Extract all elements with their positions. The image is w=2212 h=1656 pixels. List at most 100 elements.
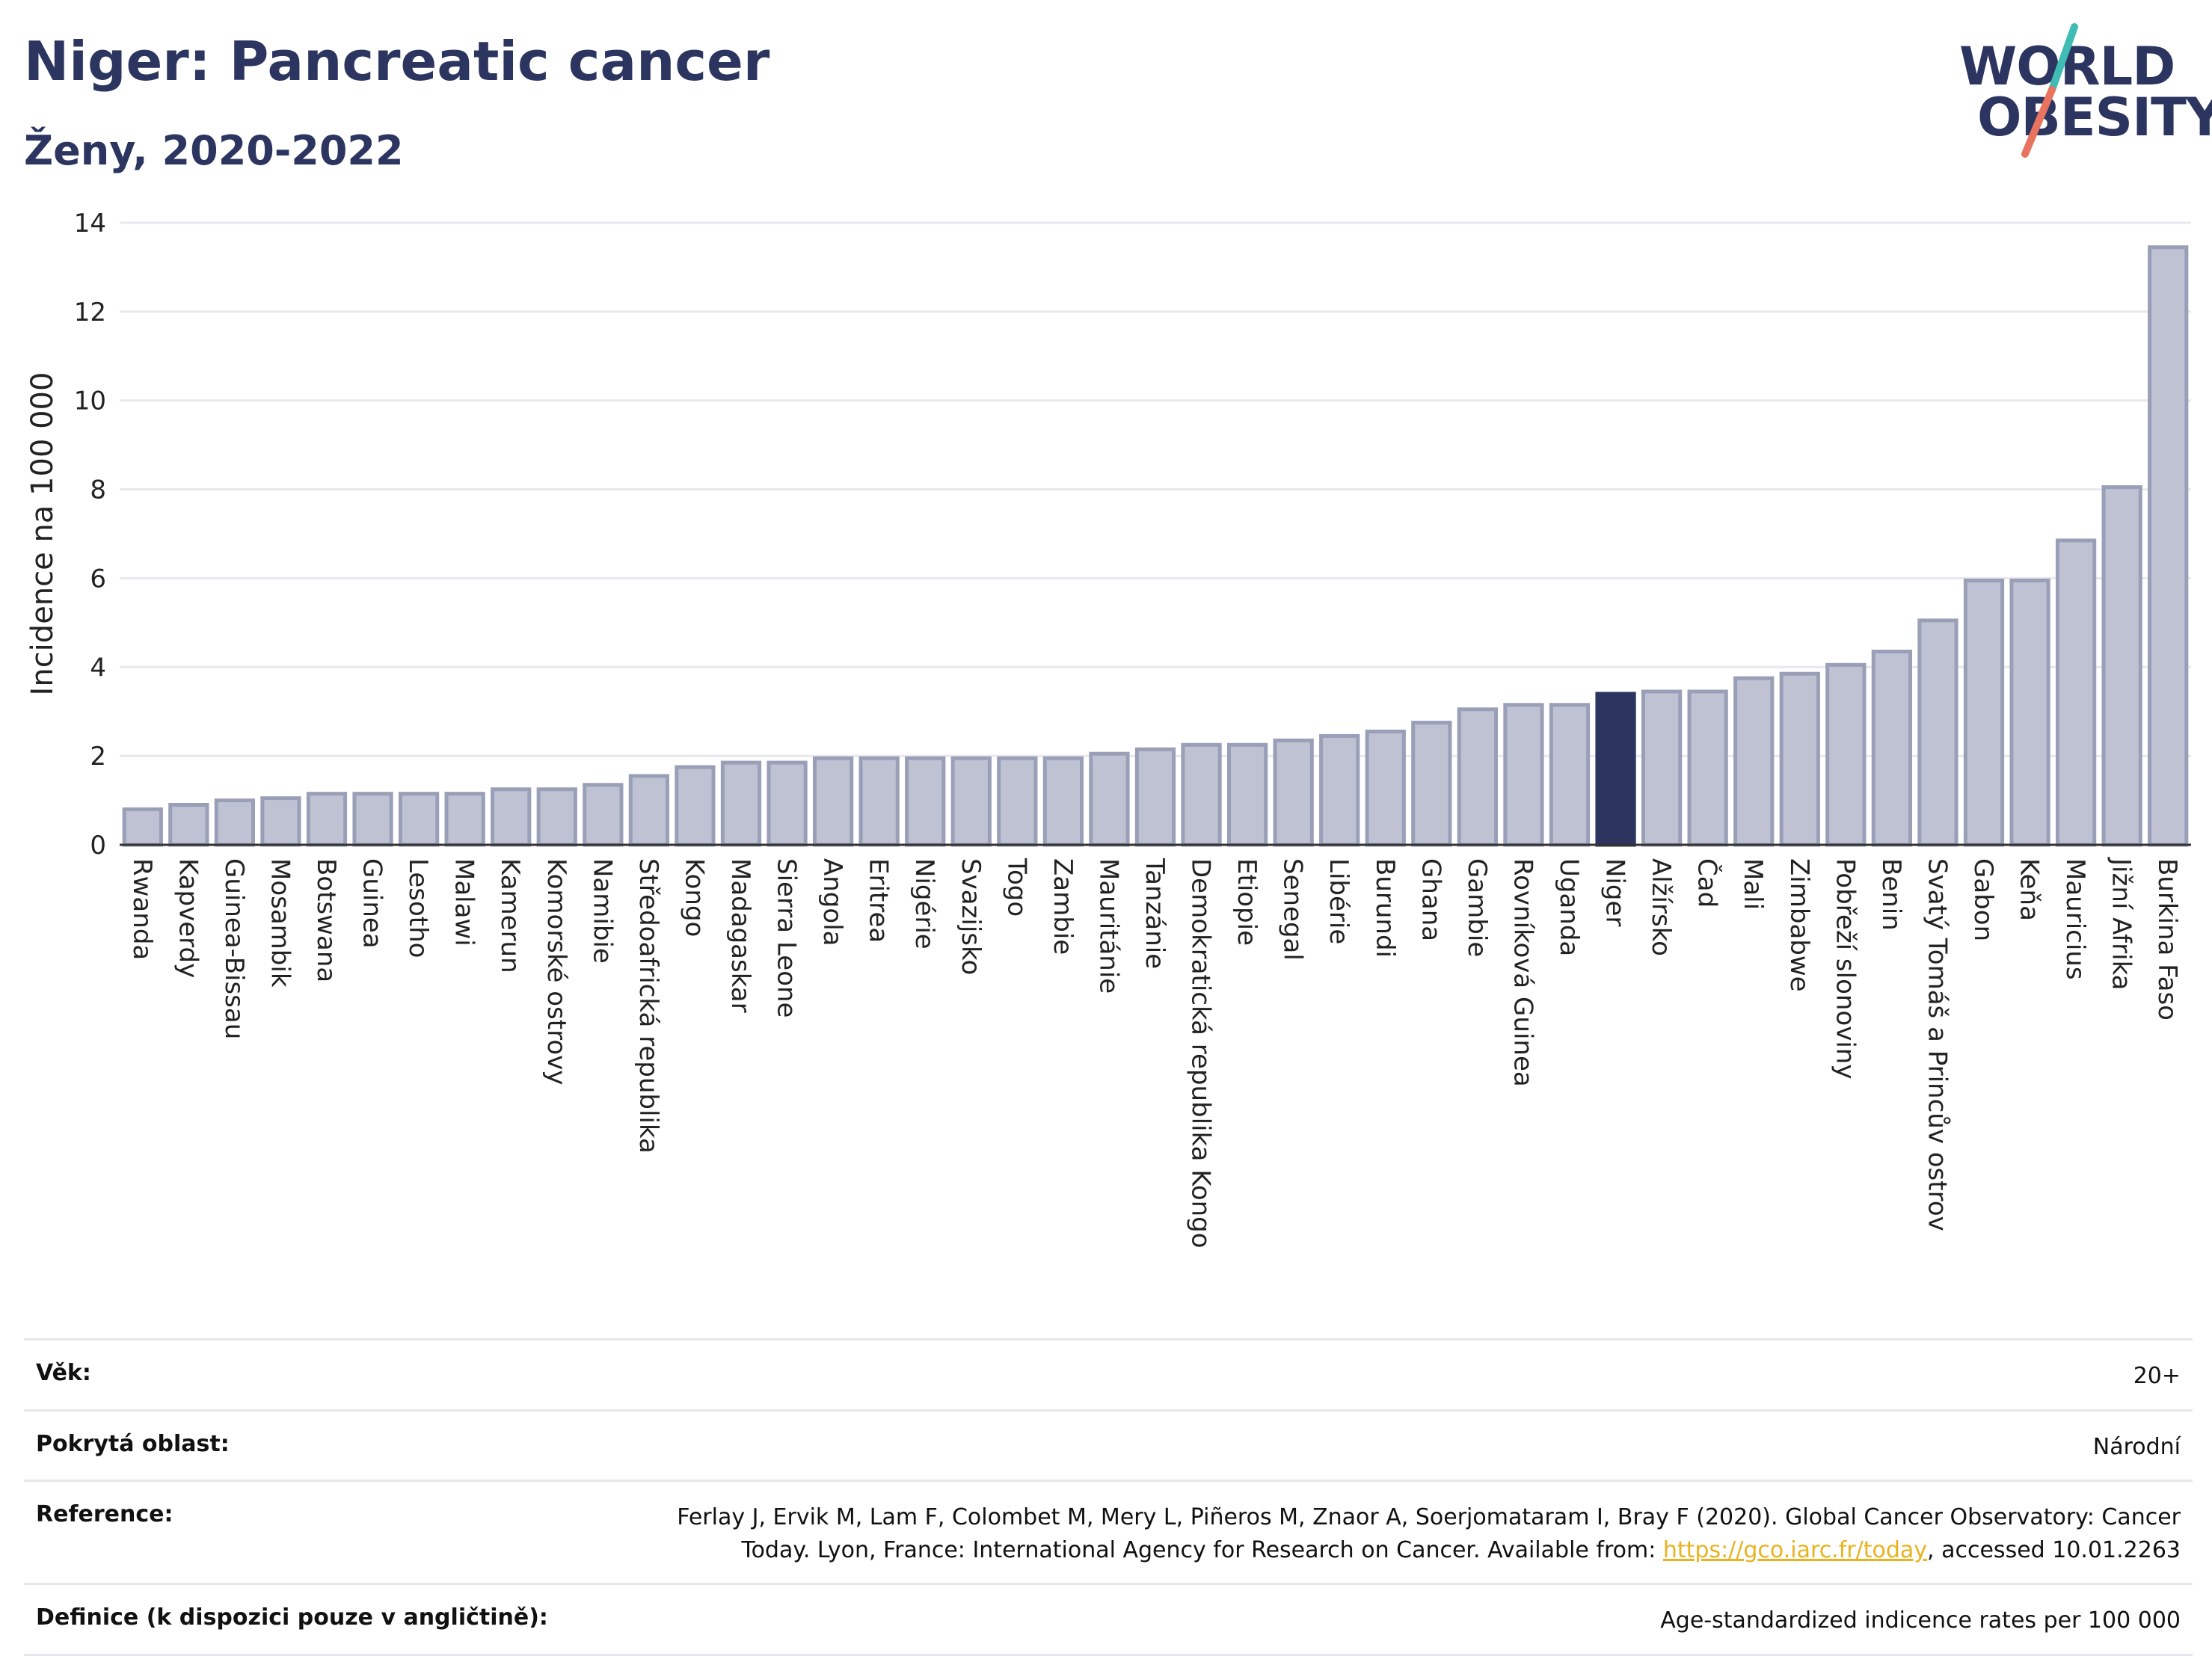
bar-gambie[interactable] (1457, 707, 1499, 847)
bar-mosambik[interactable] (260, 796, 301, 847)
bar-zimbabwe[interactable] (1779, 671, 1820, 847)
chart-subtitle: Ženy, 2020-2022 (24, 127, 404, 174)
bar-uganda[interactable] (1549, 703, 1591, 847)
meta-row-reference: Reference: Ferlay J, Ervik M, Lam F, Col… (24, 1480, 2193, 1583)
bar-guinea[interactable] (352, 792, 393, 847)
x-tick-label: Namibie (587, 858, 617, 964)
bar-nig-rie[interactable] (905, 756, 946, 847)
bar-zambie[interactable] (1042, 756, 1084, 847)
y-tick-label: 14 (74, 209, 106, 238)
meta-label-reference: Reference: (36, 1501, 173, 1527)
meta-value-reference: Ferlay J, Ervik M, Lam F, Colombet M, Me… (677, 1501, 2181, 1566)
bar-mali[interactable] (1733, 676, 1775, 847)
y-axis-label: Incidence na 100 000 (25, 372, 60, 696)
x-tick-label: Rovníková Guinea (1508, 858, 1537, 1087)
y-tick-label: 0 (90, 831, 106, 861)
reference-line-1: Ferlay J, Ervik M, Lam F, Colombet M, Me… (677, 1504, 2181, 1530)
x-tick-label: Gabon (1968, 858, 1998, 941)
bar-sierra-leone[interactable] (766, 760, 808, 847)
y-tick-label: 6 (90, 564, 106, 594)
bar-komorsk-ostrovy[interactable] (536, 787, 577, 847)
bar-kamerun[interactable] (491, 787, 532, 847)
bar-etiopie[interactable] (1226, 742, 1268, 847)
world-obesity-logo: WORLD OBESITY (1952, 21, 2212, 163)
bar-svazijsko[interactable] (950, 756, 992, 847)
x-tick-label: Kongo (679, 858, 709, 937)
x-tick-label: Mauritánie (1093, 858, 1123, 994)
x-tick-label: Angola (817, 858, 847, 946)
bar-rovn-kov-guinea[interactable] (1503, 703, 1544, 847)
bar-svat-tom-a-princ-v-ostrov[interactable] (1917, 618, 1958, 847)
bar-madagaskar[interactable] (720, 760, 762, 847)
x-tick-label: Malawi (449, 858, 479, 946)
bar-burkina-faso[interactable] (2148, 245, 2189, 847)
bar-kapverdy[interactable] (168, 803, 209, 847)
x-tick-label: Benin (1876, 858, 1906, 931)
x-tick-label: Eritrea (864, 858, 894, 943)
x-tick-label: Pobřeží slonoviny (1830, 858, 1860, 1079)
x-tick-label: Tanzánie (1140, 858, 1170, 969)
bar-namibie[interactable] (583, 783, 624, 847)
x-tick-label: Svazijsko (956, 858, 986, 975)
bar-senegal[interactable] (1273, 738, 1314, 847)
x-tick-label: Jižní Afrika (2107, 857, 2136, 991)
logo-line-2: OBESITY (1977, 87, 2212, 148)
y-tick-label: 4 (90, 653, 106, 683)
bar-guinea-bissau[interactable] (214, 798, 256, 847)
bar-angola[interactable] (812, 756, 854, 847)
bar-botswana[interactable] (306, 792, 348, 847)
x-tick-label: Kapverdy (173, 858, 203, 978)
bar-rwanda[interactable] (122, 807, 163, 847)
bar-st-edoafrick-republika[interactable] (628, 774, 670, 847)
meta-label-definition: Definice (k dispozici pouze v angličtině… (36, 1604, 548, 1631)
bar-ghana[interactable] (1411, 721, 1452, 847)
bar-tanz-nie[interactable] (1134, 747, 1176, 847)
bar-niger[interactable] (1595, 692, 1636, 847)
meta-row-definition: Definice (k dispozici pouze v angličtině… (24, 1583, 2193, 1656)
x-tick-label: Niger (1600, 858, 1630, 926)
bar-maurit-nie[interactable] (1089, 751, 1130, 847)
bar-togo[interactable] (997, 756, 1038, 847)
bar-demokratick-republika-kongo[interactable] (1181, 742, 1222, 847)
x-tick-label: Burundi (1370, 858, 1400, 958)
x-tick-label: Čad (1692, 858, 1723, 908)
y-tick-label: 10 (74, 387, 106, 416)
bar-burundi[interactable] (1365, 729, 1406, 847)
meta-value-age: 20+ (2133, 1363, 2181, 1389)
reference-link[interactable]: https://gco.iarc.fr/today (1662, 1536, 1928, 1563)
x-tick-label: Kamerun (495, 858, 525, 973)
bar-gabon[interactable] (1963, 578, 2005, 847)
bar-kongo[interactable] (675, 765, 716, 847)
bar-ji-n-afrika[interactable] (2101, 485, 2142, 847)
meta-value-definition: Age-standardized indicence rates per 100… (1660, 1607, 2181, 1634)
bar-al-rsko[interactable] (1641, 689, 1683, 847)
bar-ke-a[interactable] (2009, 578, 2050, 847)
logo-slash-icon (2021, 23, 2078, 158)
meta-label-coverage: Pokrytá oblast: (36, 1430, 230, 1457)
x-tick-label: Rwanda (127, 858, 157, 960)
bar-pob-e-slonoviny[interactable] (1825, 662, 1867, 847)
x-tick-label: Togo (1001, 858, 1031, 917)
x-tick-label: Zimbabwe (1784, 858, 1814, 992)
x-tick-label: Demokratická republika Kongo (1186, 858, 1216, 1249)
reference-line-2-post: , accessed 10.01.2263 (1927, 1536, 2181, 1563)
x-tick-label: Lesotho (403, 858, 433, 958)
x-tick-label: Guinea (357, 858, 387, 949)
x-tick-label: Keňa (2015, 858, 2044, 921)
y-tick-label: 8 (90, 475, 106, 505)
bar-benin[interactable] (1871, 649, 1913, 847)
bar-eritrea[interactable] (858, 756, 900, 847)
x-tick-label: Nigérie (909, 858, 939, 949)
bar--ad[interactable] (1687, 689, 1728, 847)
bar-malawi[interactable] (444, 792, 485, 847)
bar-lesotho[interactable] (398, 792, 440, 847)
meta-row-coverage: Pokrytá oblast: Národní (24, 1409, 2193, 1480)
reference-line-2-pre: Today. Lyon, France: International Agenc… (741, 1536, 1663, 1563)
x-tick-label: Sierra Leone (772, 858, 802, 1018)
x-tick-label: Mosambik (265, 858, 295, 988)
x-tick-label: Etiopie (1232, 858, 1262, 946)
y-tick-label: 2 (90, 742, 106, 772)
bar-mauricius[interactable] (2055, 538, 2097, 847)
bar-lib-rie[interactable] (1319, 733, 1360, 847)
y-tick-label: 12 (74, 298, 106, 327)
